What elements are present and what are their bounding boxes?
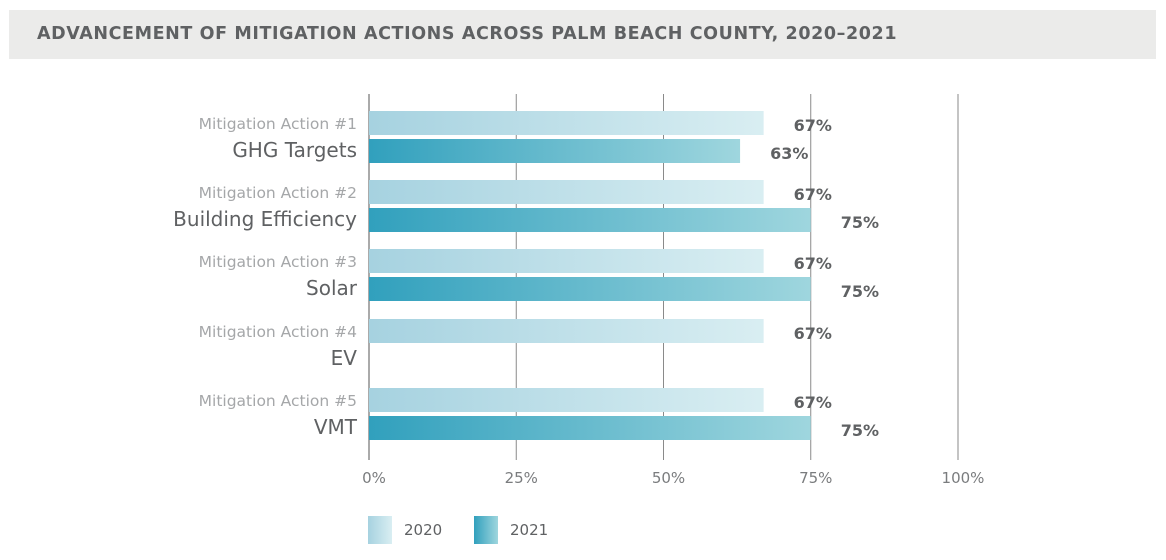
data-label-2020: 67% bbox=[794, 116, 832, 135]
data-label-2021: 75% bbox=[841, 213, 879, 232]
category-sublabel: Mitigation Action #3 bbox=[199, 253, 357, 271]
category-sublabel: Mitigation Action #2 bbox=[199, 184, 357, 202]
category-sublabel: Mitigation Action #1 bbox=[199, 115, 357, 133]
category-sublabel: Mitigation Action #4 bbox=[199, 323, 357, 341]
bar-2020 bbox=[369, 111, 764, 135]
x-tick-label: 0% bbox=[362, 469, 386, 487]
bar-2020 bbox=[369, 180, 764, 204]
legend-item-2021: 2021 bbox=[474, 516, 548, 544]
bar-2021 bbox=[369, 208, 811, 232]
data-label-2020: 67% bbox=[794, 185, 832, 204]
x-tick-label: 25% bbox=[505, 469, 538, 487]
data-label-2021: 63% bbox=[770, 144, 808, 163]
title-bar: ADVANCEMENT OF MITIGATION ACTIONS ACROSS… bbox=[9, 10, 1156, 59]
x-tick-label: 100% bbox=[942, 469, 985, 487]
data-label-2020: 67% bbox=[794, 393, 832, 412]
category-label: Building Efficiency bbox=[173, 207, 357, 231]
chart-title: ADVANCEMENT OF MITIGATION ACTIONS ACROSS… bbox=[37, 24, 898, 44]
bar-2020 bbox=[369, 319, 764, 343]
bar-chart: 0% 25% 50% 75% 100% Mitigation Action #1 GHG T… bbox=[173, 94, 985, 487]
x-tick-label: 50% bbox=[652, 469, 685, 487]
legend-item-2020: 2020 bbox=[368, 516, 442, 544]
bar-2021 bbox=[369, 277, 811, 301]
x-tick-label: 75% bbox=[799, 469, 832, 487]
legend-swatch-2021 bbox=[474, 516, 498, 544]
bar-2020 bbox=[369, 388, 764, 412]
category-label: Solar bbox=[306, 276, 358, 300]
data-label-2020: 67% bbox=[794, 324, 832, 343]
bar-2020 bbox=[369, 249, 764, 273]
bar-2021 bbox=[369, 139, 741, 163]
category-label: GHG Targets bbox=[232, 138, 357, 162]
legend-label-2021: 2021 bbox=[510, 521, 549, 539]
data-label-2021: 75% bbox=[841, 421, 879, 440]
bar-2021 bbox=[369, 416, 811, 440]
data-label-2020: 67% bbox=[794, 254, 832, 273]
category-label: VMT bbox=[314, 415, 358, 439]
data-label-2021: 75% bbox=[841, 282, 879, 301]
legend-swatch-2020 bbox=[368, 516, 392, 544]
category-label: EV bbox=[331, 346, 358, 370]
category-sublabel: Mitigation Action #5 bbox=[199, 392, 357, 410]
legend-label-2020: 2020 bbox=[404, 521, 443, 539]
